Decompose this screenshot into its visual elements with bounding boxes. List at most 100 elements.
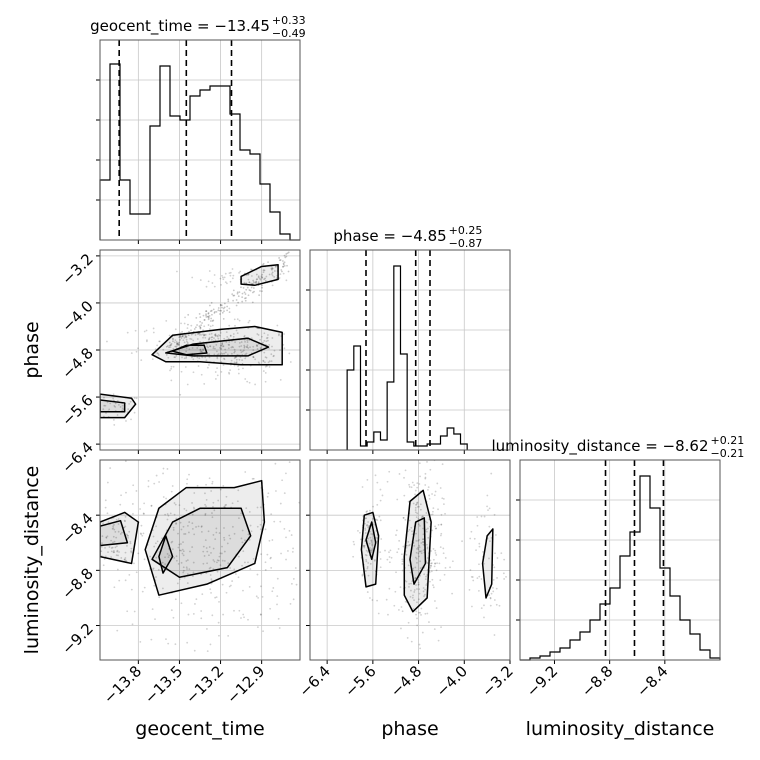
scatter-point	[186, 447, 188, 449]
scatter-point	[206, 353, 209, 356]
scatter-point	[486, 505, 488, 508]
scatter-point	[476, 516, 479, 518]
scatter-point	[113, 453, 115, 455]
scatter-point	[223, 358, 226, 361]
scatter-point	[186, 582, 189, 584]
scatter-point	[184, 334, 187, 337]
scatter-point	[225, 341, 228, 343]
scatter-point	[165, 638, 167, 641]
scatter-point	[218, 532, 221, 534]
scatter-point	[290, 534, 293, 536]
scatter-point	[264, 277, 267, 280]
scatter-point	[492, 590, 495, 593]
scatter-point	[378, 515, 381, 518]
scatter-point	[219, 353, 222, 356]
scatter-point	[364, 517, 367, 520]
scatter-dist-vs-phase-points	[352, 438, 507, 650]
scatter-point	[265, 337, 268, 340]
scatter-point	[121, 531, 123, 534]
scatter-point	[483, 604, 485, 607]
scatter-point	[412, 438, 414, 440]
scatter-point	[86, 331, 88, 333]
scatter-point	[257, 334, 260, 336]
scatter-point	[240, 537, 243, 540]
scatter-point	[494, 552, 496, 555]
scatter-point	[192, 561, 195, 564]
scatter-point	[418, 544, 421, 547]
scatter-point	[219, 313, 221, 315]
scatter-point	[197, 525, 200, 528]
scatter-point	[112, 525, 115, 528]
scatter-point	[141, 534, 144, 537]
scatter-point	[154, 348, 157, 351]
scatter-point	[186, 383, 189, 386]
scatter-point	[257, 281, 260, 284]
scatter-point	[255, 281, 257, 284]
scatter-point	[237, 555, 240, 558]
scatter-point	[405, 546, 408, 549]
scatter-point	[185, 509, 188, 512]
scatter-point	[217, 559, 220, 562]
scatter-point	[252, 281, 255, 284]
scatter-point	[443, 573, 446, 576]
scatter-point	[388, 556, 391, 558]
scatter-point	[241, 541, 244, 544]
scatter-point	[426, 521, 429, 524]
scatter-point	[184, 366, 187, 368]
scatter-point	[205, 316, 208, 318]
scatter-point	[179, 521, 182, 524]
scatter-point	[128, 530, 131, 533]
scatter-point	[412, 607, 415, 610]
scatter-point	[199, 326, 202, 329]
scatter-point	[300, 538, 302, 540]
scatter-point	[371, 543, 373, 546]
scatter-point	[232, 294, 235, 297]
scatter-point	[129, 540, 132, 543]
scatter-point	[244, 539, 246, 542]
scatter-point	[79, 543, 81, 545]
scatter-point	[273, 270, 276, 272]
scatter-point	[488, 525, 491, 528]
scatter-point	[121, 404, 124, 407]
scatter-point	[429, 559, 432, 562]
scatter-point	[112, 535, 115, 538]
scatter-point	[283, 261, 286, 264]
scatter-point	[207, 530, 210, 533]
scatter-point	[271, 337, 274, 339]
scatter-point	[415, 610, 418, 613]
scatter-point	[440, 626, 442, 629]
scatter-point	[221, 545, 223, 548]
scatter-point	[255, 344, 258, 347]
scatter-point	[183, 576, 186, 579]
scatter-point	[259, 613, 262, 616]
scatter-point	[440, 513, 443, 516]
scatter-point	[449, 566, 451, 569]
scatter-point	[221, 583, 224, 586]
scatter-point	[222, 278, 225, 281]
scatter-point	[261, 595, 264, 598]
scatter-point	[271, 590, 274, 593]
scatter-point	[217, 499, 220, 502]
scatter-point	[379, 566, 382, 569]
scatter-point	[369, 562, 372, 565]
scatter-point	[216, 357, 219, 360]
scatter-point	[264, 361, 266, 364]
scatter-point	[366, 478, 369, 481]
scatter-point	[424, 476, 427, 479]
scatter-point	[263, 351, 266, 354]
scatter-point	[149, 555, 152, 558]
scatter-point	[388, 470, 391, 473]
scatter-point	[207, 315, 210, 318]
scatter-point	[133, 397, 136, 399]
scatter-point	[261, 276, 263, 279]
scatter-point	[214, 378, 217, 380]
scatter-point	[182, 334, 185, 337]
scatter-point	[290, 582, 293, 585]
scatter-point	[191, 347, 194, 349]
scatter-point	[259, 347, 262, 350]
scatter-point	[215, 531, 218, 534]
scatter-point	[470, 575, 473, 578]
scatter-point	[162, 472, 164, 475]
scatter-point	[168, 554, 171, 557]
